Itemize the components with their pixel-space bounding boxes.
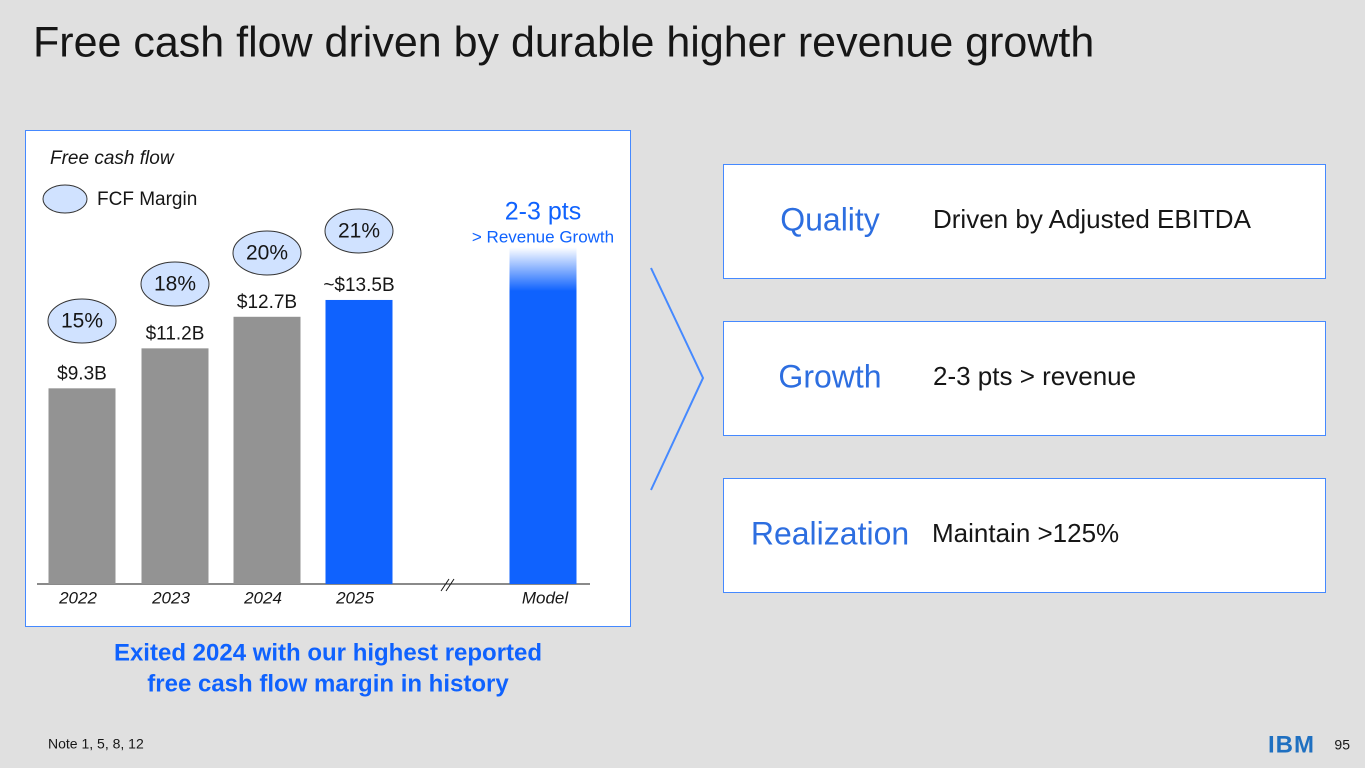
bar xyxy=(233,316,301,584)
card-heading: Quality xyxy=(780,201,880,237)
footnote: Note 1, 5, 8, 12 xyxy=(48,736,144,752)
margin-label: 20% xyxy=(246,242,288,265)
bar xyxy=(48,388,116,584)
x-tick-label: 2024 xyxy=(243,588,282,607)
x-tick-label: 2023 xyxy=(151,588,190,607)
axis-break xyxy=(445,578,455,592)
card-text: Driven by Adjusted EBITDA xyxy=(933,204,1252,234)
value-label: $9.3B xyxy=(57,363,107,384)
margin-bubble xyxy=(232,230,302,276)
bar xyxy=(325,299,393,584)
card xyxy=(723,164,1326,279)
value-label: $12.7B xyxy=(237,292,297,313)
bar xyxy=(141,348,209,584)
x-tick-label: 2022 xyxy=(58,588,97,607)
margin-bubble xyxy=(324,208,394,254)
legend-label: FCF Margin xyxy=(97,189,197,210)
margin-label: 15% xyxy=(61,310,103,333)
page-number: 95 xyxy=(1334,737,1350,753)
x-tick-label: 2025 xyxy=(335,588,374,607)
margin-bubble xyxy=(140,261,210,307)
annotation-title: 2-3 pts xyxy=(505,198,581,226)
caption: Exited 2024 with our highest reported xyxy=(114,639,542,666)
chart-title: Free cash flow xyxy=(50,148,175,169)
card-text: 2-3 pts > revenue xyxy=(933,361,1136,391)
margin-bubble xyxy=(47,298,117,344)
axis-break xyxy=(440,578,450,592)
legend-swatch xyxy=(42,184,88,214)
x-tick-label: Model xyxy=(522,588,570,607)
caption: free cash flow margin in history xyxy=(147,670,509,697)
card-heading: Growth xyxy=(778,358,881,394)
card xyxy=(723,321,1326,436)
chevron xyxy=(650,267,705,491)
card-text: Maintain >125% xyxy=(932,518,1119,548)
annotation-subtitle: > Revenue Growth xyxy=(472,227,614,246)
slide-title: Free cash flow driven by durable higher … xyxy=(33,18,1094,66)
margin-label: 21% xyxy=(338,220,380,243)
value-label: $11.2B xyxy=(146,323,205,344)
logo: IBM xyxy=(1268,731,1315,758)
value-label: ~$13.5B xyxy=(323,275,394,296)
card xyxy=(723,478,1326,593)
bar xyxy=(509,247,577,585)
card-heading: Realization xyxy=(751,515,909,551)
margin-label: 18% xyxy=(154,273,196,296)
